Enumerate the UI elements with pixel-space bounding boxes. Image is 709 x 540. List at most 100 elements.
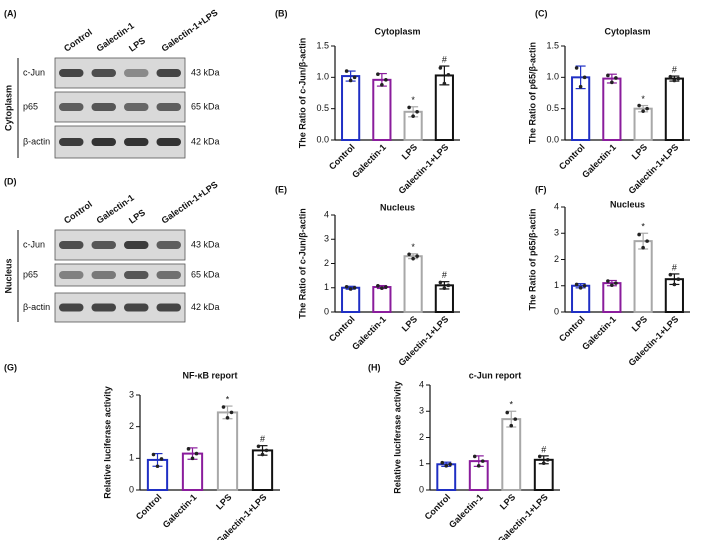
y-tick-label: 3: [419, 406, 424, 416]
panel-label: (D): [4, 176, 17, 186]
data-point: [352, 75, 357, 80]
data-point: [411, 114, 415, 118]
lane-label: Galectin-1+LPS: [160, 179, 220, 225]
compartment-label: Nucleus: [3, 258, 13, 293]
bar: [216, 411, 239, 491]
chart-title: Cytoplasm: [374, 26, 420, 36]
data-point: [376, 284, 380, 288]
x-tick-label: Control: [134, 492, 164, 522]
y-tick-label: 1: [324, 282, 329, 292]
data-point: [574, 66, 579, 70]
data-point: [448, 462, 453, 467]
x-tick-label: LPS: [630, 142, 649, 161]
bar: [341, 75, 361, 141]
band: [59, 138, 84, 146]
x-tick-label: Control: [327, 142, 357, 172]
data-point: [446, 73, 451, 77]
bar: [633, 107, 653, 141]
data-point: [676, 277, 681, 281]
y-tick-label: 4: [419, 379, 424, 389]
band: [124, 103, 149, 111]
y-tick-label: 2: [419, 432, 424, 442]
y-tick-label: 1: [419, 458, 424, 468]
data-point: [545, 458, 550, 462]
data-point: [637, 103, 641, 108]
bar: [372, 286, 392, 313]
row-label: p65: [23, 101, 38, 111]
y-tick-label: 1.5: [546, 40, 559, 50]
y-tick-label: 0.0: [316, 134, 329, 144]
y-tick-label: 0: [324, 306, 329, 316]
y-axis-label: The Ratio of p65/β-actin: [527, 208, 537, 310]
data-point: [384, 285, 388, 289]
data-point: [159, 457, 164, 461]
band: [91, 103, 116, 111]
band: [91, 138, 116, 146]
band: [124, 241, 149, 249]
bar: [602, 282, 622, 313]
band: [91, 69, 116, 77]
data-point: [582, 75, 587, 80]
panel-label: (B): [275, 8, 288, 18]
data-point: [260, 452, 265, 457]
y-axis-label: Relative luciferase activity: [392, 381, 402, 494]
band: [156, 103, 181, 111]
x-tick-label: LPS: [400, 314, 419, 333]
y-axis-label: The Ratio of c-Jun/β-actin: [297, 208, 307, 319]
band: [124, 69, 149, 77]
y-tick-label: 4: [554, 201, 559, 211]
data-point: [256, 444, 261, 449]
row-label: c-Jun: [23, 239, 45, 249]
y-axis-label: The Ratio of c-Jun/β-actin: [297, 38, 307, 149]
x-tick-label: Galectin-1: [580, 142, 618, 180]
significance-mark: *: [411, 242, 415, 252]
band: [91, 271, 116, 279]
band: [91, 303, 116, 312]
data-point: [438, 280, 443, 285]
band: [124, 138, 149, 146]
band: [59, 271, 84, 279]
y-tick-label: 1.0: [316, 72, 329, 82]
data-point: [480, 459, 485, 463]
significance-mark: *: [509, 400, 513, 410]
size-label: 43 kDa: [191, 67, 220, 77]
blot-strip: [54, 263, 186, 287]
panel-label: (H): [368, 362, 381, 372]
panel-label: (G): [4, 362, 17, 372]
data-point: [194, 451, 199, 456]
x-tick-label: LPS: [498, 492, 517, 511]
data-point: [476, 464, 481, 468]
size-label: 42 kDa: [191, 136, 220, 146]
data-point: [221, 405, 226, 409]
data-point: [348, 78, 353, 83]
bar: [251, 449, 274, 491]
lane-label: Control: [62, 199, 94, 226]
data-point: [513, 417, 518, 421]
size-label: 65 kDa: [191, 269, 220, 279]
y-tick-label: 0: [129, 484, 134, 494]
y-tick-label: 1: [129, 453, 134, 463]
data-point: [151, 452, 156, 457]
x-tick-label: Control: [557, 314, 587, 344]
data-point: [582, 283, 587, 288]
data-point: [637, 232, 641, 237]
band: [124, 303, 149, 312]
compartment-label: Cytoplasm: [3, 85, 13, 131]
bar: [341, 286, 361, 313]
y-axis-label: The Ratio of p65/β-actin: [527, 42, 537, 144]
lane-label: LPS: [127, 207, 147, 225]
data-point: [446, 283, 451, 288]
y-tick-label: 2: [554, 254, 559, 264]
y-tick-label: 1.5: [316, 40, 329, 50]
chart-title: NF-κB report: [182, 370, 237, 380]
data-point: [411, 256, 415, 261]
data-point: [190, 456, 195, 461]
data-point: [614, 76, 618, 80]
x-tick-label: Control: [423, 492, 453, 522]
significance-mark: *: [226, 394, 230, 404]
data-point: [442, 81, 447, 86]
significance-mark: #: [541, 444, 546, 454]
bar: [571, 284, 591, 313]
lane-label: Galectin-1+LPS: [160, 7, 220, 53]
data-point: [641, 109, 645, 113]
